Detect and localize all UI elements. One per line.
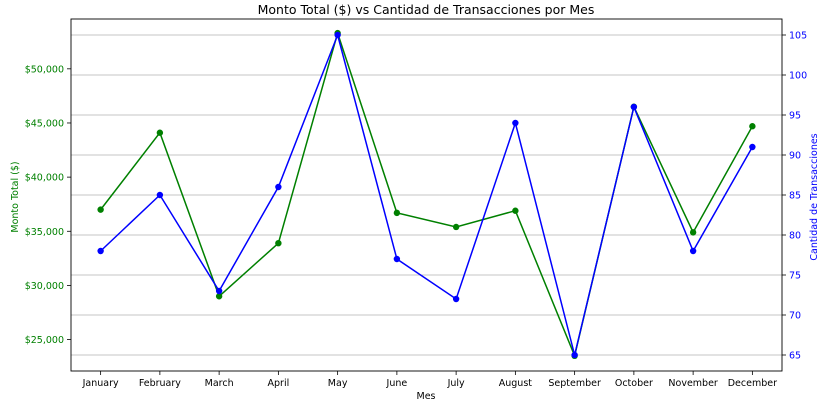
x-tick-label: November — [668, 378, 718, 389]
right-y-tick-label: 95 — [789, 111, 801, 122]
x-axis: January February March April May June July Augu… — [82, 371, 777, 389]
right-y-axis-label: Cantidad de Transacciones — [809, 133, 820, 260]
data-point-right — [689, 247, 697, 255]
data-point-right — [393, 255, 401, 263]
data-point-left — [156, 129, 164, 136]
data-point-left — [749, 123, 756, 130]
data-point-left — [689, 229, 697, 236]
right-y-tick-label: 105 — [789, 31, 807, 42]
data-point-right — [749, 143, 756, 151]
x-tick-label: February — [139, 378, 181, 389]
x-tick-label: May — [328, 378, 348, 389]
right-y-tick-label: 75 — [789, 271, 801, 282]
x-tick-label: September — [548, 378, 601, 389]
x-tick-label: July — [447, 378, 465, 389]
series-line-right — [100, 32, 754, 356]
right-y-tick-label: 70 — [789, 311, 801, 322]
data-point-left — [512, 207, 519, 214]
right-y-tick-label: 100 — [789, 71, 807, 82]
x-tick-label: August — [499, 378, 533, 389]
chart-title: Monto Total ($) vs Cantidad de Transacci… — [258, 2, 595, 17]
right-y-tick-label: 80 — [789, 231, 801, 242]
data-point-right — [571, 351, 578, 359]
x-tick-label: June — [386, 378, 408, 389]
data-point-right — [97, 247, 104, 255]
data-point-right — [452, 295, 460, 303]
x-tick-label: October — [615, 378, 653, 389]
grid-lines — [71, 34, 782, 356]
data-point-right — [512, 119, 519, 127]
data-point-right — [334, 31, 341, 39]
left-y-tick-label: $40,000 — [25, 173, 64, 184]
x-tick-label: March — [205, 378, 234, 389]
series-layer — [97, 29, 756, 360]
right-y-tick-label: 90 — [789, 151, 801, 162]
right-y-axis: 65 70 75 80 85 90 95 100 105 — [782, 31, 807, 362]
x-axis-label: Mes — [417, 391, 436, 402]
left-y-axis: $25,000 $30,000 $35,000 $40,000 $45,000 $50,0… — [25, 64, 71, 346]
series-line-left — [100, 30, 754, 359]
left-y-tick-label: $50,000 — [25, 64, 64, 75]
x-tick-label: April — [268, 378, 290, 389]
data-point-left — [393, 209, 401, 217]
left-y-tick-label: $45,000 — [25, 118, 64, 129]
data-point-right — [156, 191, 164, 199]
left-y-axis-label: Monto Total ($) — [10, 161, 21, 232]
data-point-left — [452, 223, 460, 231]
data-point-right — [630, 103, 638, 111]
data-point-left — [97, 206, 104, 213]
x-tick-label: January — [82, 378, 119, 389]
left-y-tick-label: $25,000 — [25, 335, 64, 346]
data-point-right — [215, 287, 223, 295]
data-point-left — [215, 293, 223, 300]
left-y-tick-label: $35,000 — [25, 227, 64, 238]
right-y-tick-label: 65 — [789, 351, 801, 362]
x-tick-label: December — [728, 378, 777, 389]
right-y-tick-label: 85 — [789, 191, 801, 202]
data-point-right — [275, 183, 282, 191]
data-point-left — [275, 239, 282, 247]
left-y-tick-label: $30,000 — [25, 281, 64, 292]
